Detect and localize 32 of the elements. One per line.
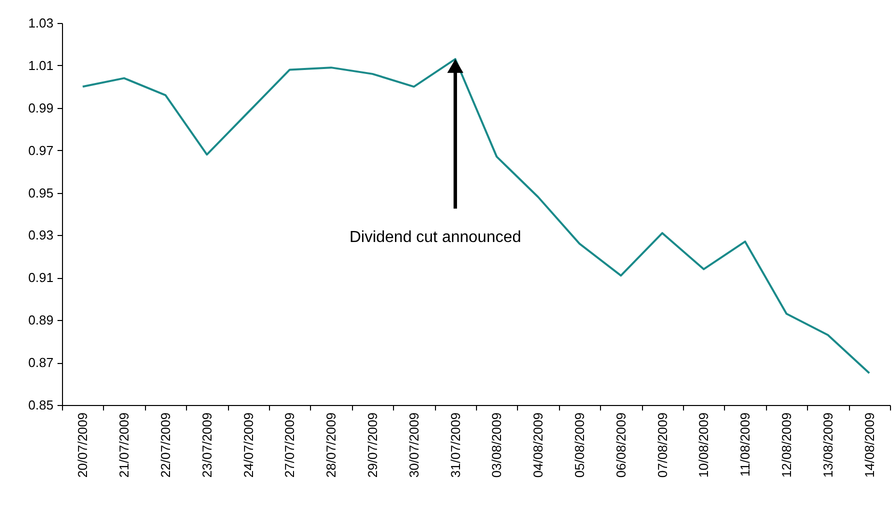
x-tick-label: 22/07/2009 (158, 412, 173, 478)
y-tick-label: 0.97 (28, 142, 54, 158)
x-tick-label: 04/08/2009 (530, 412, 546, 478)
y-tick-label: 0.99 (28, 100, 54, 116)
x-tick-label: 05/08/2009 (572, 412, 587, 478)
line-series (82, 58, 870, 374)
x-tick-label: 21/07/2009 (116, 412, 132, 478)
y-tick-label: 0.89 (28, 312, 54, 328)
annotation: Dividend cut announced (349, 229, 522, 246)
x-tick-label: 03/08/2009 (489, 412, 504, 478)
y-tick-label: 0.93 (28, 228, 54, 243)
y-tick-label: 0.95 (28, 185, 54, 200)
y-tick-label: 0.87 (28, 355, 54, 370)
x-tick-label: 14/08/2009 (862, 412, 877, 478)
x-tick-label: 30/07/2009 (406, 412, 422, 478)
x-tick-label: 31/07/2009 (448, 412, 463, 478)
y-tick-label: 1.03 (28, 16, 54, 30)
x-tick-label: 07/08/2009 (654, 412, 670, 478)
x-tick-label: 23/07/2009 (199, 412, 214, 478)
x-tick-label: 24/07/2009 (240, 412, 256, 478)
x-tick-label: 27/07/2009 (282, 412, 298, 478)
x-tick-label: 29/07/2009 (365, 412, 380, 478)
y-tick-label: 0.91 (28, 270, 54, 286)
y-tick-label: 1.01 (28, 58, 54, 73)
x-tick-label: 12/08/2009 (779, 412, 794, 478)
x-tick-label: 28/07/2009 (324, 412, 339, 478)
x-tick-label: 13/08/2009 (820, 412, 836, 478)
x-tick-label: 06/08/2009 (613, 412, 628, 478)
x-tick-label: 11/08/2009 (738, 412, 753, 477)
x-tick-label: 20/07/2009 (75, 412, 90, 478)
y-tick-label: 0.85 (28, 398, 54, 412)
x-tick-label: 10/08/2009 (696, 412, 712, 478)
